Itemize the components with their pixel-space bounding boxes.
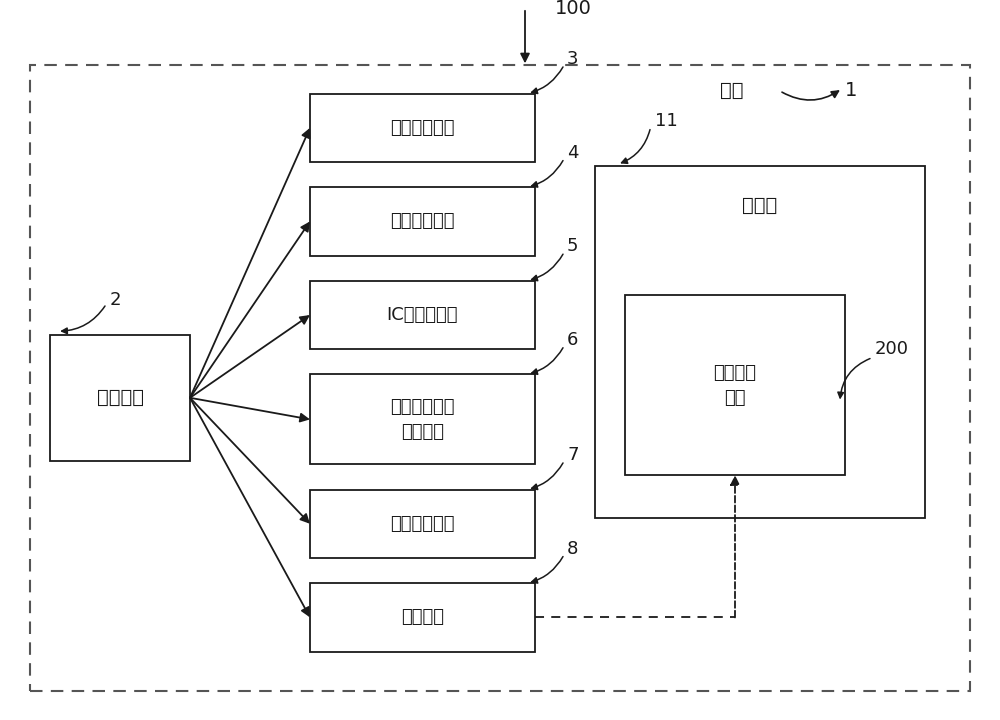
Bar: [310, 187, 535, 256]
Text: 100: 100: [555, 0, 592, 18]
Text: 充电模块: 充电模块: [401, 608, 444, 626]
Bar: [30, 65, 970, 691]
Text: 7: 7: [567, 446, 579, 464]
Bar: [625, 295, 845, 475]
Text: 容置部: 容置部: [742, 196, 778, 215]
Text: 6: 6: [567, 330, 578, 348]
Text: 200: 200: [875, 340, 909, 358]
Text: 指纹识别模块: 指纹识别模块: [390, 212, 455, 230]
Text: 座体: 座体: [720, 81, 744, 99]
Bar: [595, 166, 925, 518]
Text: 紧急解锁触摸
检测模块: 紧急解锁触摸 检测模块: [390, 398, 455, 441]
Bar: [310, 374, 535, 464]
Text: 8: 8: [567, 540, 578, 557]
Text: 锁控结构模块: 锁控结构模块: [390, 515, 455, 533]
Text: 临床手持
终端: 临床手持 终端: [714, 364, 757, 407]
Text: 主控模块: 主控模块: [97, 388, 144, 408]
Text: 5: 5: [567, 237, 579, 255]
Text: 4: 4: [567, 143, 579, 161]
Bar: [310, 583, 535, 652]
Text: 3: 3: [567, 50, 579, 68]
Bar: [310, 94, 535, 162]
Bar: [310, 490, 535, 558]
Bar: [50, 335, 190, 461]
Text: 2: 2: [110, 291, 122, 310]
Text: IC卡识别模块: IC卡识别模块: [387, 306, 458, 324]
Text: 11: 11: [655, 112, 678, 130]
Text: 1: 1: [845, 81, 857, 99]
Bar: [310, 281, 535, 349]
Text: 红外检测模块: 红外检测模块: [390, 119, 455, 137]
